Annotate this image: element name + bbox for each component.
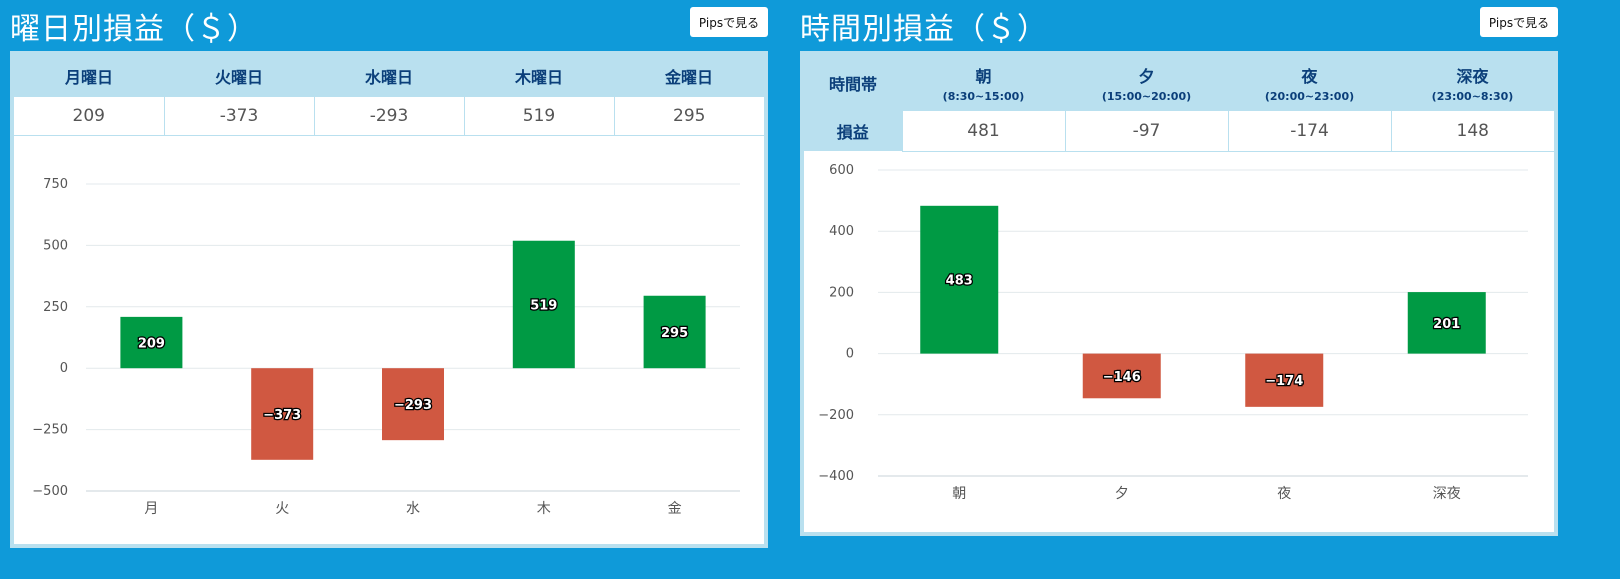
weekday-header-thu: 木曜日 [464,55,614,97]
hourly-ytick-label: 200 [829,285,854,300]
weekday-value-wed: -293 [313,97,464,136]
hourly-header-evening: 夕 (15:00~20:00) [1065,55,1228,111]
weekday-header-wed: 水曜日 [314,55,464,97]
hourly-ytick-label: 600 [829,163,854,178]
hourly-bar [920,205,999,354]
weekday-value-fri: 295 [613,97,764,136]
weekday-header-mon: 月曜日 [14,55,164,97]
hourly-xtick-label: 夕 [1115,486,1129,502]
hourly-xtick-label: 朝 [952,486,966,502]
weekday-header-tue: 火曜日 [164,55,314,97]
hourly-row-label: 損益 [804,111,902,151]
weekday-ytick-label: 500 [43,238,68,253]
weekday-data-label: 209 [138,336,165,351]
weekday-bar [512,240,575,368]
weekday-data-label: 295 [661,325,688,340]
weekday-table: 月曜日 火曜日 水曜日 木曜日 金曜日 209 -373 -293 519 29… [14,55,764,136]
weekday-bar [643,295,706,368]
weekday-ytick-label: 250 [43,299,68,314]
weekday-value-tue: -373 [163,97,314,136]
weekday-ytick-label: −500 [32,484,68,499]
hourly-data-label: 201 [1433,316,1460,331]
hourly-ytick-label: 0 [846,346,854,361]
hourly-value-latenight: 148 [1390,111,1554,152]
hourly-value-morning: 481 [901,111,1065,152]
hourly-xtick-label: 深夜 [1433,486,1461,502]
weekday-bar [120,316,183,368]
weekday-xtick-label: 火 [275,501,289,517]
weekday-title: 曜日別損益（＄） [10,12,258,47]
weekday-pips-button[interactable]: Pipsで見る [690,7,768,37]
hourly-ytick-label: 400 [829,224,854,239]
hourly-title: 時間別損益（＄） [800,12,1048,47]
hourly-header-morning: 朝 (8:30~15:00) [902,55,1065,111]
weekday-data-label: 519 [530,298,557,313]
weekday-value-mon: 209 [14,97,164,136]
weekday-ytick-label: −250 [32,422,68,437]
hourly-xtick-label: 夜 [1277,486,1291,502]
hourly-value-night: -174 [1227,111,1391,152]
hourly-ytick-label: −400 [818,469,854,484]
hourly-corner-header: 時間帯 [804,55,902,111]
weekday-xtick-label: 金 [668,501,682,517]
hourly-header-night: 夜 (20:00~23:00) [1228,55,1391,111]
hourly-table: 時間帯 朝 (8:30~15:00) 夕 (15:00~20:00) 夜 (20:00… [804,55,1554,152]
weekday-bar [382,367,444,440]
hourly-chart: 600 400 200 0 −200 −400 483 朝 −146 夕 −174 夜 201 深夜 [818,163,1528,502]
weekday-bar [251,367,314,460]
hourly-ytick-label: −200 [818,407,854,422]
weekday-xtick-label: 月 [144,501,158,517]
hourly-header-latenight: 深夜 (23:00~8:30) [1391,55,1554,111]
hourly-value-evening: -97 [1064,111,1228,152]
weekday-header-fri: 金曜日 [614,55,764,97]
weekday-xtick-label: 木 [537,501,551,517]
weekday-card: 月曜日 火曜日 水曜日 木曜日 金曜日 209 -373 -293 519 29… [10,51,768,548]
weekday-data-label: −373 [263,408,301,423]
hourly-data-label: −146 [1103,369,1141,384]
weekday-data-label: −293 [394,398,432,413]
weekday-value-thu: 519 [463,97,614,136]
hourly-data-label: −174 [1265,374,1303,389]
hourly-bar [1245,353,1324,407]
weekday-ytick-label: 750 [43,177,68,192]
weekday-chart: 750 500 250 0 −250 −500 209 月 −373 火 −293 水 519 木 295 金 [32,177,740,517]
hourly-pips-button[interactable]: Pipsで見る [1480,7,1558,37]
hourly-data-label: 483 [946,273,973,288]
hourly-bar [1082,353,1161,398]
weekday-xtick-label: 水 [406,501,420,517]
weekday-ytick-label: 0 [60,361,68,376]
hourly-card: 時間帯 朝 (8:30~15:00) 夕 (15:00~20:00) 夜 (20:00… [800,51,1558,536]
hourly-bar [1407,291,1486,354]
